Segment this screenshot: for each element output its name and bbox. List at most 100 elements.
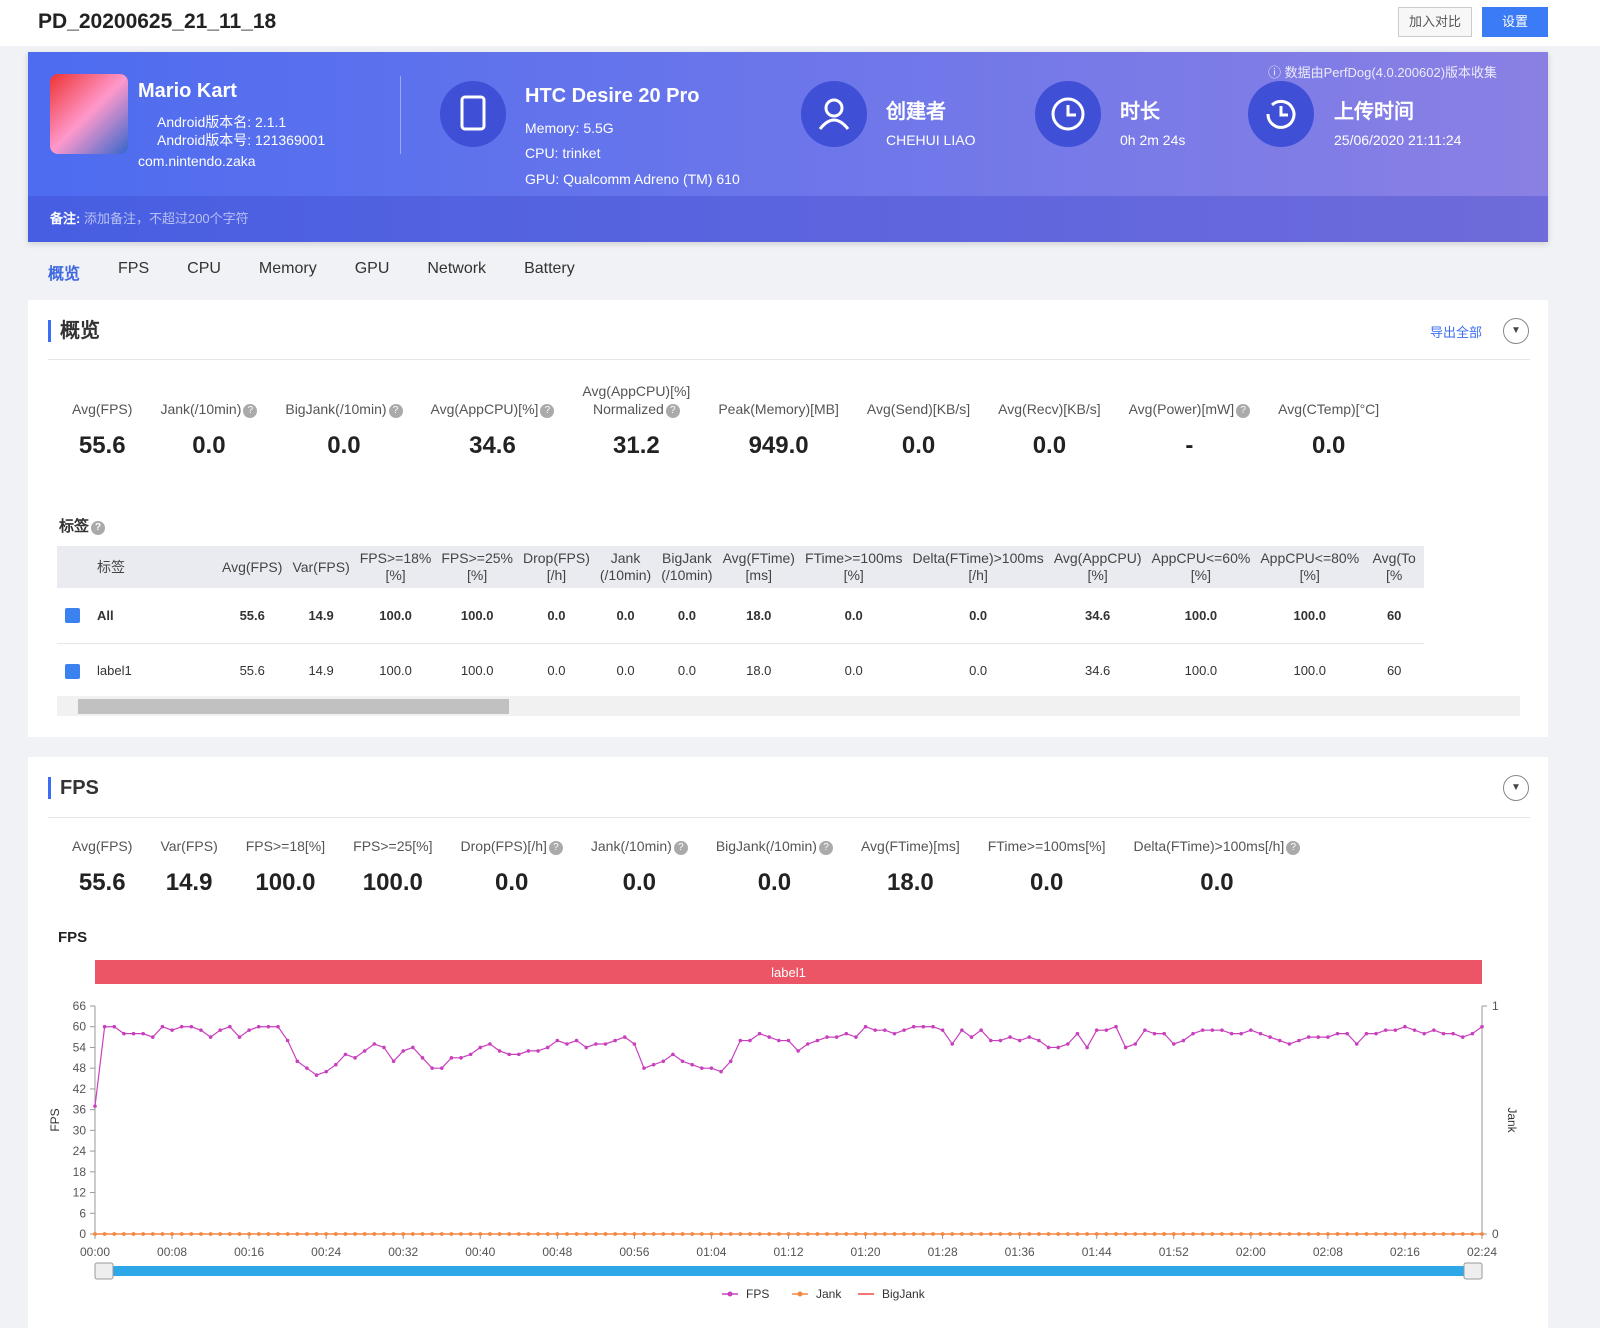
section-title: 概览: [48, 320, 100, 342]
metric-label: Jank(/10min)?: [591, 837, 688, 855]
data-point: [469, 1232, 473, 1236]
metric-label: FPS>=25[%]: [353, 837, 432, 855]
data-point: [141, 1232, 145, 1236]
column-header: Avg(FPS): [217, 546, 287, 588]
divider: [400, 76, 401, 154]
tab[interactable]: Network: [427, 260, 486, 284]
data-point: [1018, 1039, 1022, 1043]
checkbox[interactable]: [65, 664, 80, 679]
table-cell: 14.9: [287, 643, 354, 696]
settings-button[interactable]: 设置: [1482, 7, 1548, 37]
column-header: Drop(FPS) [/h]: [518, 546, 595, 588]
data-point: [1201, 1232, 1205, 1236]
range-handle[interactable]: [1464, 1263, 1482, 1279]
metric-label: Avg(AppCPU)[%]?: [431, 400, 555, 418]
data-point: [218, 1028, 222, 1032]
overview-metrics: Avg(FPS)55.6Jank(/10min)?0.0BigJank(/10m…: [58, 382, 1393, 460]
data-point: [556, 1232, 560, 1236]
table-cell: 100.0: [436, 643, 518, 696]
data-point: [411, 1232, 415, 1236]
data-point: [1413, 1028, 1417, 1032]
checkbox[interactable]: [65, 608, 80, 623]
data-point: [382, 1046, 386, 1050]
x-tick-label: 01:28: [928, 1245, 958, 1259]
data-point: [93, 1232, 97, 1236]
data-point: [1403, 1025, 1407, 1029]
metric-label: FTime>=100ms[%]: [988, 837, 1106, 855]
metric-value: 34.6: [431, 432, 555, 460]
metric-value: 0.0: [867, 432, 970, 460]
data-point: [671, 1053, 675, 1057]
data-point: [1095, 1232, 1099, 1236]
help-icon: ?: [1236, 404, 1250, 418]
metric-label-text: FTime>=100ms[%]: [988, 838, 1106, 854]
metric-label: Avg(FTime)[ms]: [861, 837, 960, 855]
legend-dot: [798, 1292, 803, 1297]
y-tick-label: 6: [79, 1206, 86, 1220]
data-point: [902, 1232, 906, 1236]
tab[interactable]: GPU: [355, 260, 390, 284]
metric-value: 100.0: [246, 869, 325, 897]
collapse-button[interactable]: ▼: [1503, 318, 1529, 344]
range-handle[interactable]: [95, 1263, 113, 1279]
data-point: [430, 1066, 434, 1070]
metric: Avg(FPS)55.6: [58, 400, 146, 460]
data-point: [392, 1232, 396, 1236]
data-point: [931, 1232, 935, 1236]
tags-title: 标签: [59, 518, 89, 535]
table-cell: 0.0: [907, 588, 1048, 643]
remark-input[interactable]: 添加备注，不超过200个字符: [84, 211, 249, 226]
metric-label-text: Avg(FPS): [72, 401, 132, 417]
tab[interactable]: FPS: [118, 260, 149, 284]
data-point: [1316, 1035, 1320, 1039]
y-tick-label: 48: [73, 1061, 87, 1075]
data-point: [719, 1232, 723, 1236]
metric-label-text: Avg(FPS): [72, 838, 132, 854]
legend-label[interactable]: Jank: [816, 1287, 842, 1301]
data-point: [1143, 1232, 1147, 1236]
data-point: [767, 1232, 771, 1236]
data-point: [1403, 1232, 1407, 1236]
data-point: [748, 1232, 752, 1236]
data-point: [141, 1032, 145, 1036]
data-point: [604, 1232, 608, 1236]
y2-tick-label: 1: [1492, 999, 1499, 1013]
body-shape: [820, 120, 848, 129]
tab[interactable]: CPU: [187, 260, 221, 284]
data-point: [806, 1232, 810, 1236]
data-point: [922, 1232, 926, 1236]
data-point: [1172, 1232, 1176, 1236]
data-point: [450, 1056, 454, 1060]
data-point: [565, 1232, 569, 1236]
data-point: [238, 1232, 242, 1236]
collapse-button[interactable]: ▼: [1503, 775, 1529, 801]
data-point: [613, 1039, 617, 1043]
data-point: [170, 1028, 174, 1032]
data-point: [989, 1232, 993, 1236]
data-point: [1259, 1232, 1263, 1236]
export-link[interactable]: 导出全部: [1430, 322, 1482, 341]
data-point: [941, 1028, 945, 1032]
metric: Jank(/10min)?0.0: [577, 837, 702, 897]
data-point: [267, 1232, 271, 1236]
tab[interactable]: 概览: [48, 260, 80, 284]
data-point: [161, 1232, 165, 1236]
scrollbar-thumb[interactable]: [78, 699, 509, 714]
legend-label[interactable]: BigJank: [882, 1287, 926, 1301]
data-point: [363, 1232, 367, 1236]
y2-tick-label: 0: [1492, 1227, 1499, 1241]
data-point: [267, 1025, 271, 1029]
compare-button[interactable]: 加入对比: [1398, 7, 1472, 37]
data-point: [854, 1232, 858, 1236]
metric-value: 0.0: [716, 869, 833, 897]
x-tick-label: 00:16: [234, 1245, 264, 1259]
x-tick-label: 01:04: [696, 1245, 726, 1259]
tab[interactable]: Memory: [259, 260, 317, 284]
data-point: [844, 1032, 848, 1036]
help-icon: ?: [91, 521, 105, 535]
tab[interactable]: Battery: [524, 260, 575, 284]
data-point: [517, 1232, 521, 1236]
legend-label[interactable]: FPS: [746, 1287, 769, 1301]
metric-label-text: Avg(Recv)[KB/s]: [998, 401, 1100, 417]
data-point: [1480, 1232, 1484, 1236]
